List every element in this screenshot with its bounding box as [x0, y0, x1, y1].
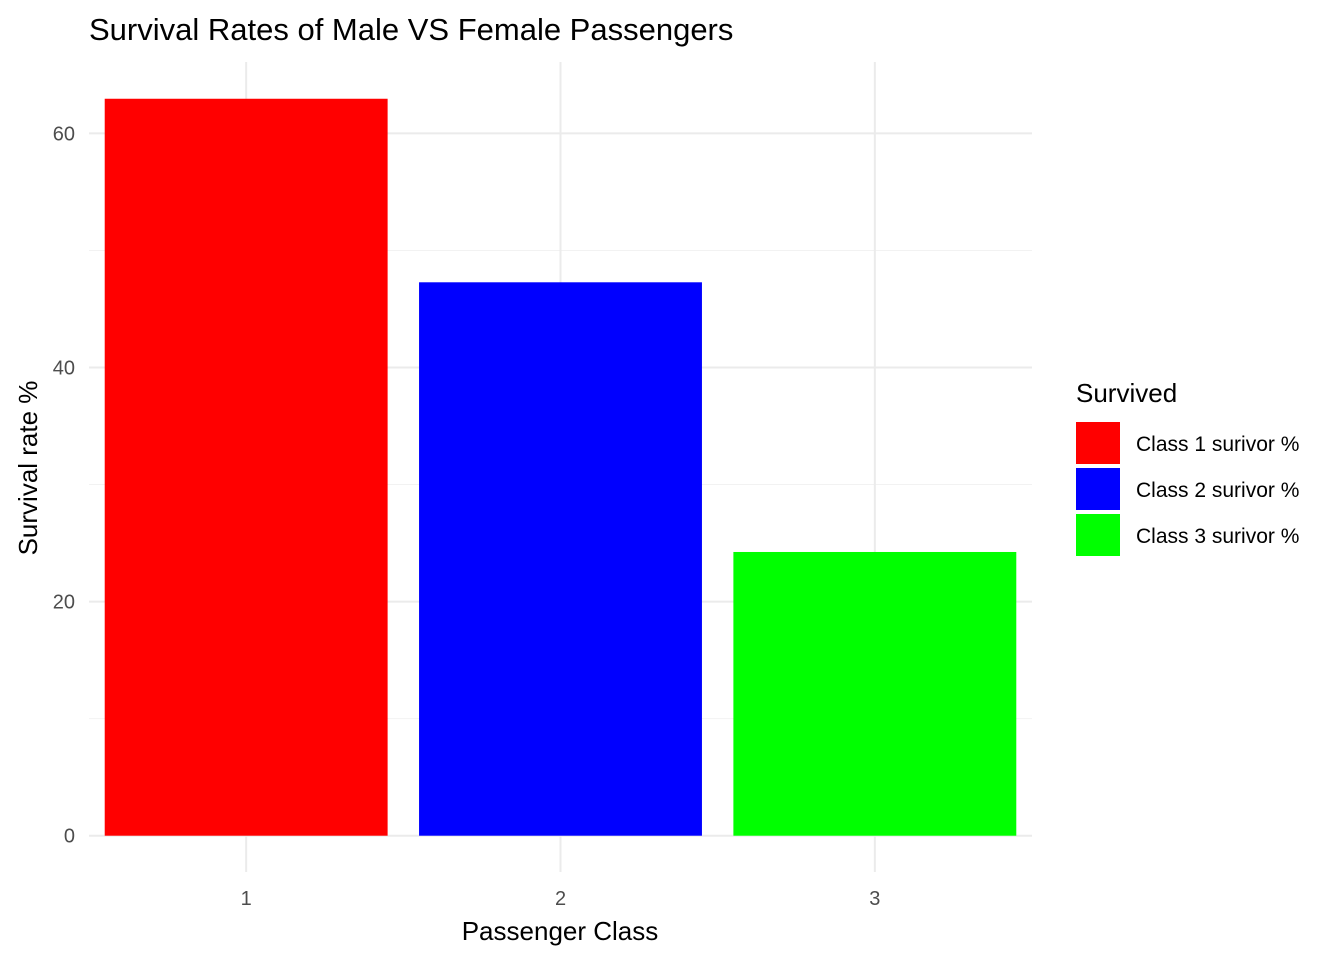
x-tick-label: 3 — [869, 888, 880, 910]
bars — [104, 98, 1017, 836]
legend-label: Class 3 surivor % — [1136, 525, 1299, 548]
legend: Survived Class 1 surivor % Class 2 surivo… — [1076, 378, 1299, 556]
x-tick-label: 2 — [555, 888, 566, 910]
legend-swatch — [1076, 514, 1120, 556]
bar-class-2 — [419, 282, 702, 836]
legend-swatch — [1076, 468, 1120, 510]
bar-class-1 — [104, 98, 388, 836]
legend-swatch — [1076, 422, 1120, 464]
legend-label: Class 1 surivor % — [1136, 433, 1299, 456]
legend-label: Class 2 surivor % — [1136, 479, 1299, 502]
y-tick-label: 40 — [53, 358, 75, 380]
y-tick-label: 60 — [53, 123, 75, 145]
y-axis-title: Survival rate % — [13, 381, 43, 556]
x-tick-label: 1 — [241, 888, 252, 910]
y-tick-label: 20 — [53, 592, 75, 614]
x-axis-title: Passenger Class — [462, 916, 659, 946]
y-axis-ticks: 0 20 40 60 — [53, 123, 75, 847]
legend-title: Survived — [1076, 378, 1177, 408]
chart-title: Survival Rates of Male VS Female Passeng… — [89, 12, 733, 47]
legend-items: Class 1 surivor % Class 2 surivor % Class … — [1076, 422, 1299, 556]
x-axis-ticks: 1 2 3 — [241, 888, 881, 910]
bar-class-3 — [733, 551, 1017, 836]
y-tick-label: 0 — [64, 826, 75, 848]
